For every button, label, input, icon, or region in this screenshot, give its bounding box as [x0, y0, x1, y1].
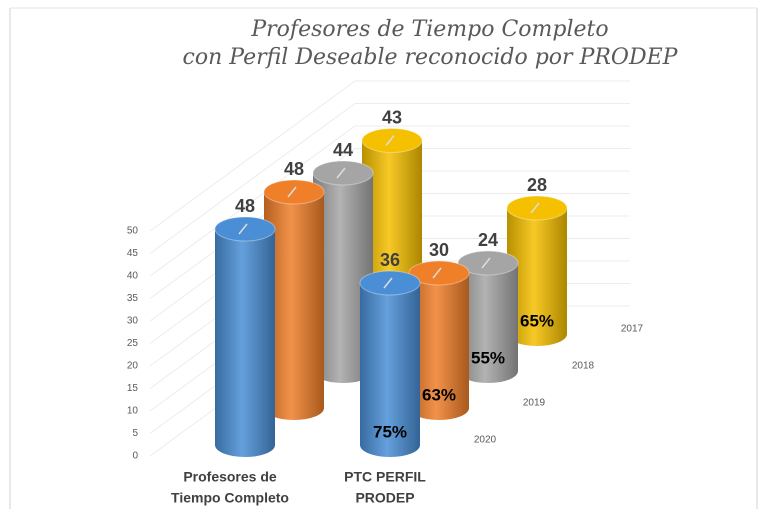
data-label: 28	[527, 175, 547, 195]
y-tick-label: 40	[127, 271, 139, 282]
cylinder-top	[457, 250, 519, 276]
cylinder-top	[359, 270, 421, 296]
data-label: 48	[235, 196, 255, 216]
leader-line	[383, 277, 393, 289]
y-tick-label: 25	[127, 338, 139, 349]
leader-line	[385, 135, 395, 146]
y-tick-label: 5	[132, 428, 138, 439]
legend-label: 2018	[572, 361, 595, 372]
y-tick-label: 15	[127, 383, 139, 394]
x-tick-label: Profesores de	[183, 469, 277, 485]
cylinder-top	[408, 260, 470, 286]
cylinder	[506, 195, 568, 346]
leader-line	[287, 186, 297, 198]
share-label: 65%	[520, 311, 554, 330]
y-tick-label: 10	[127, 406, 139, 417]
cylinder-body	[264, 192, 324, 420]
data-label: 36	[380, 250, 400, 270]
y-tick-label: 30	[127, 316, 139, 327]
cylinder	[263, 179, 325, 420]
grid-line	[149, 103, 356, 254]
cylinder	[457, 250, 519, 383]
leader-line	[530, 202, 540, 214]
data-label: 30	[429, 240, 449, 260]
share-label: 55%	[471, 348, 505, 367]
cylinder-body	[458, 263, 518, 383]
data-label: 43	[382, 107, 402, 127]
cylinder-top	[312, 160, 374, 186]
y-tick-label: 45	[127, 248, 139, 259]
chart-title: con Perfil Deseable reconocido por PRODE…	[183, 45, 679, 70]
data-label: 44	[333, 140, 353, 160]
leader-line	[336, 167, 346, 179]
share-label: 75%	[373, 422, 407, 441]
leader-line	[432, 267, 442, 279]
cylinder-body	[507, 208, 567, 346]
cylinder	[214, 216, 276, 457]
grid-line	[149, 125, 356, 277]
cylinder-body	[360, 283, 420, 457]
x-tick-label: PTC PERFIL	[344, 469, 426, 485]
x-tick-label: Tiempo Completo	[171, 490, 289, 506]
x-tick-label: PRODEP	[355, 490, 414, 506]
y-tick-label: 20	[127, 361, 139, 372]
cylinder-body	[409, 273, 469, 420]
share-label: 63%	[422, 385, 456, 404]
grid-line	[149, 80, 356, 232]
leader-line	[481, 257, 491, 269]
data-label: 48	[284, 159, 304, 179]
y-tick-label: 35	[127, 293, 139, 304]
legend-label: 2020	[474, 435, 497, 446]
y-tick-label: 50	[127, 226, 139, 237]
cylinder	[408, 260, 470, 420]
cylinder	[312, 160, 374, 383]
cylinder-top	[214, 216, 276, 242]
cylinder-top	[361, 128, 423, 153]
cylinder-top	[506, 195, 568, 221]
cylinder-top	[263, 179, 325, 205]
leader-line	[238, 223, 248, 235]
y-tick-label: 0	[132, 451, 138, 462]
legend-label: 2017	[621, 324, 644, 335]
cylinder-body	[313, 173, 373, 383]
data-label: 24	[478, 230, 498, 250]
legend-label: 2019	[523, 398, 546, 409]
cylinder	[359, 270, 421, 457]
cylinder-body	[215, 229, 275, 457]
chart-title: Profesores de Tiempo Completo	[250, 17, 608, 42]
